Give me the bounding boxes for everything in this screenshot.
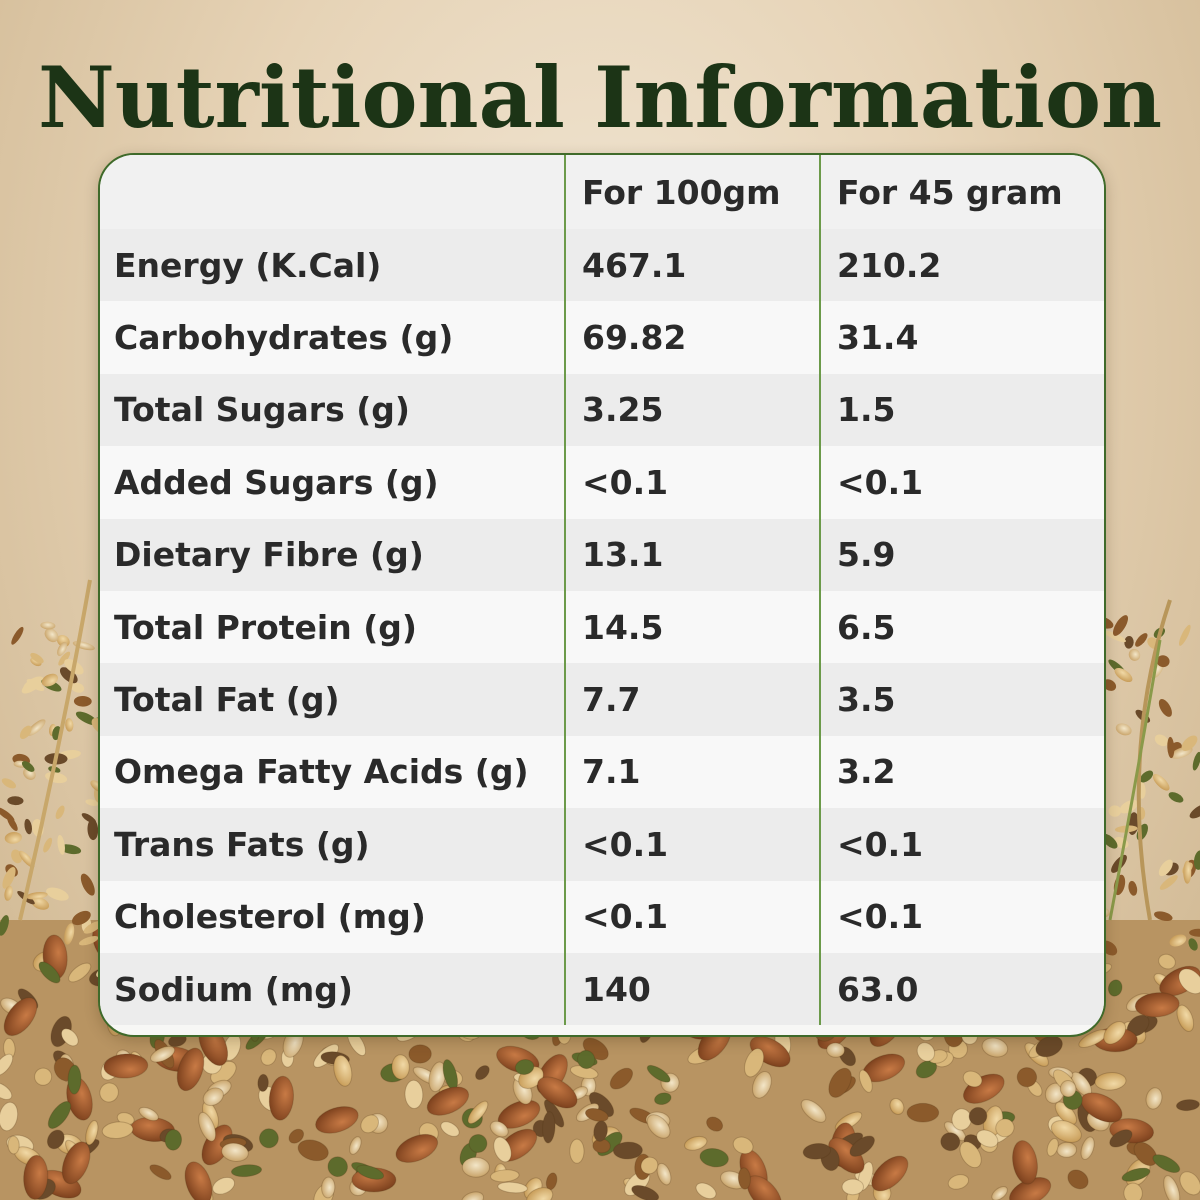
- value-per-45gram: <0.1: [819, 446, 1104, 519]
- value-per-45gram: 6.5: [819, 590, 1104, 664]
- value-per-100gm: 7.1: [564, 735, 820, 809]
- value-per-100gm: <0.1: [564, 808, 820, 881]
- page-title: Nutritional Information: [37, 48, 1163, 147]
- table-row: Total Protein (g) 14.5 6.5: [100, 590, 1104, 664]
- table-header-row: For 100gm For 45 gram: [100, 155, 1104, 229]
- table-row: Dietary Fibre (g) 13.1 5.9: [100, 518, 1104, 591]
- nutrient-name: Trans Fats (g): [100, 808, 565, 881]
- nutrient-name: Omega Fatty Acids (g): [100, 735, 565, 809]
- value-per-45gram: <0.1: [819, 808, 1104, 881]
- nutrition-table-card: For 100gm For 45 gram Energy (K.Cal) 467…: [98, 153, 1106, 1037]
- value-per-45gram: 1.5: [819, 373, 1104, 447]
- value-per-100gm: 140: [564, 952, 820, 1026]
- table-row: Carbohydrates (g) 69.82 31.4: [100, 301, 1104, 374]
- value-per-45gram: <0.1: [819, 880, 1104, 953]
- table-row: Cholesterol (mg) <0.1 <0.1: [100, 880, 1104, 953]
- value-per-100gm: 7.7: [564, 663, 820, 736]
- nutrient-name: Total Fat (g): [100, 663, 565, 736]
- nutrient-name: Cholesterol (mg): [100, 880, 565, 953]
- value-per-45gram: 63.0: [819, 952, 1104, 1026]
- value-per-100gm: 69.82: [564, 301, 820, 374]
- table-row: Omega Fatty Acids (g) 7.1 3.2: [100, 735, 1104, 809]
- table-row: Total Fat (g) 7.7 3.5: [100, 663, 1104, 736]
- value-per-100gm: 14.5: [564, 590, 820, 664]
- header-nutrient: [100, 155, 565, 229]
- nutrient-name: Dietary Fibre (g): [100, 518, 565, 591]
- value-per-45gram: 3.2: [819, 735, 1104, 809]
- table-row: Total Sugars (g) 3.25 1.5: [100, 373, 1104, 447]
- nutrient-name: Energy (K.Cal): [100, 229, 565, 302]
- nutrition-table: For 100gm For 45 gram Energy (K.Cal) 467…: [100, 155, 1104, 1026]
- value-per-100gm: <0.1: [564, 880, 820, 953]
- table-row: Energy (K.Cal) 467.1 210.2: [100, 229, 1104, 302]
- value-per-45gram: 5.9: [819, 518, 1104, 591]
- nutrient-name: Total Protein (g): [100, 590, 565, 664]
- nutrient-name: Sodium (mg): [100, 952, 565, 1026]
- value-per-100gm: 13.1: [564, 518, 820, 591]
- value-per-100gm: 3.25: [564, 373, 820, 447]
- value-per-45gram: 210.2: [819, 229, 1104, 302]
- table-row: Sodium (mg) 140 63.0: [100, 952, 1104, 1026]
- table-row: Trans Fats (g) <0.1 <0.1: [100, 808, 1104, 881]
- value-per-45gram: 31.4: [819, 301, 1104, 374]
- table-row: Added Sugars (g) <0.1 <0.1: [100, 446, 1104, 519]
- nutrient-name: Added Sugars (g): [100, 446, 565, 519]
- value-per-100gm: 467.1: [564, 229, 820, 302]
- header-per-100gm: For 100gm: [564, 155, 820, 229]
- nutrient-name: Carbohydrates (g): [100, 301, 565, 374]
- header-per-45gram: For 45 gram: [819, 155, 1104, 229]
- value-per-45gram: 3.5: [819, 663, 1104, 736]
- value-per-100gm: <0.1: [564, 446, 820, 519]
- nutrient-name: Total Sugars (g): [100, 373, 565, 447]
